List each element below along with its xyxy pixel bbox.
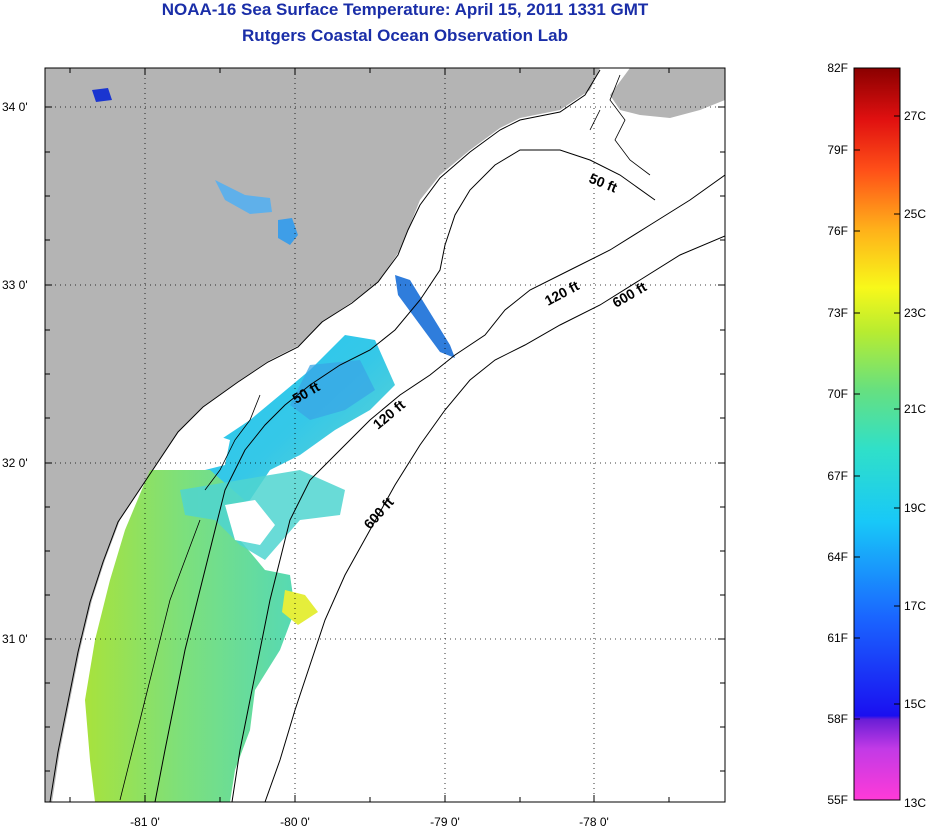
map-subtitle: Rutgers Coastal Ocean Observation Lab xyxy=(242,26,568,45)
colorbar-f-label: 82F xyxy=(827,61,848,75)
colorbar-c-label: 15C xyxy=(904,697,926,711)
inland-water xyxy=(278,218,298,245)
colorbar-gradient xyxy=(853,67,901,801)
colorbar-f-label: 64F xyxy=(827,550,848,564)
coastline-detail xyxy=(119,74,651,801)
cloud-gap xyxy=(200,430,230,470)
lon-label-81: -81 0' xyxy=(130,815,160,829)
lat-label-31: 31 0' xyxy=(2,632,28,646)
contour-600ft xyxy=(264,235,725,802)
land-area xyxy=(45,68,600,802)
colorbar-f-label: 76F xyxy=(827,224,848,238)
colorbar-c-ticks xyxy=(894,115,900,801)
temperature-colorbar: 82F 79F 76F 73F 70F 67F 64F 61F 58F 55F … xyxy=(827,61,926,810)
graticule xyxy=(45,68,725,802)
lon-label-78: -78 0' xyxy=(579,815,609,829)
colorbar-f-label: 67F xyxy=(827,469,848,483)
sst-warm-spot xyxy=(282,590,318,625)
coastline xyxy=(49,69,601,802)
colorbar-f-label: 58F xyxy=(827,712,848,726)
lon-label-79: -79 0' xyxy=(430,815,460,829)
colorbar-f-ticks xyxy=(854,67,860,801)
lat-label-32: 32 0' xyxy=(2,456,28,470)
colorbar-f-label: 79F xyxy=(827,143,848,157)
colorbar-c-label: 21C xyxy=(904,402,926,416)
map-title: NOAA-16 Sea Surface Temperature: April 1… xyxy=(161,0,649,19)
sst-patch-south xyxy=(85,470,295,802)
lat-label-34: 34 0' xyxy=(2,100,28,114)
colorbar-f-label: 55F xyxy=(827,793,848,807)
colorbar-c-label: 27C xyxy=(904,109,926,123)
sst-streak xyxy=(395,275,455,358)
inland-water xyxy=(92,88,112,102)
colorbar-c-label: 25C xyxy=(904,207,926,221)
contour-120ft xyxy=(231,174,725,802)
colorbar-f-label: 70F xyxy=(827,387,848,401)
colorbar-c-label: 13C xyxy=(904,796,926,810)
land-area-northeast xyxy=(610,68,725,118)
map-frame xyxy=(44,67,726,803)
contour-50ft xyxy=(154,149,656,802)
colorbar-f-label: 73F xyxy=(827,306,848,320)
inland-water xyxy=(215,180,272,214)
lon-label-80: -80 0' xyxy=(280,815,310,829)
colorbar-c-label: 23C xyxy=(904,306,926,320)
lat-label-33: 33 0' xyxy=(2,278,28,292)
sst-map: 34 0' 33 0' 32 0' 31 0' -81 0' -80 0' -7… xyxy=(2,67,726,829)
colorbar-f-label: 61F xyxy=(827,631,848,645)
sst-patch-north-blue xyxy=(290,360,375,420)
colorbar-c-label: 17C xyxy=(904,599,926,613)
tick-marks xyxy=(45,68,725,802)
colorbar-c-label: 19C xyxy=(904,501,926,515)
cloud-gap xyxy=(225,500,275,545)
